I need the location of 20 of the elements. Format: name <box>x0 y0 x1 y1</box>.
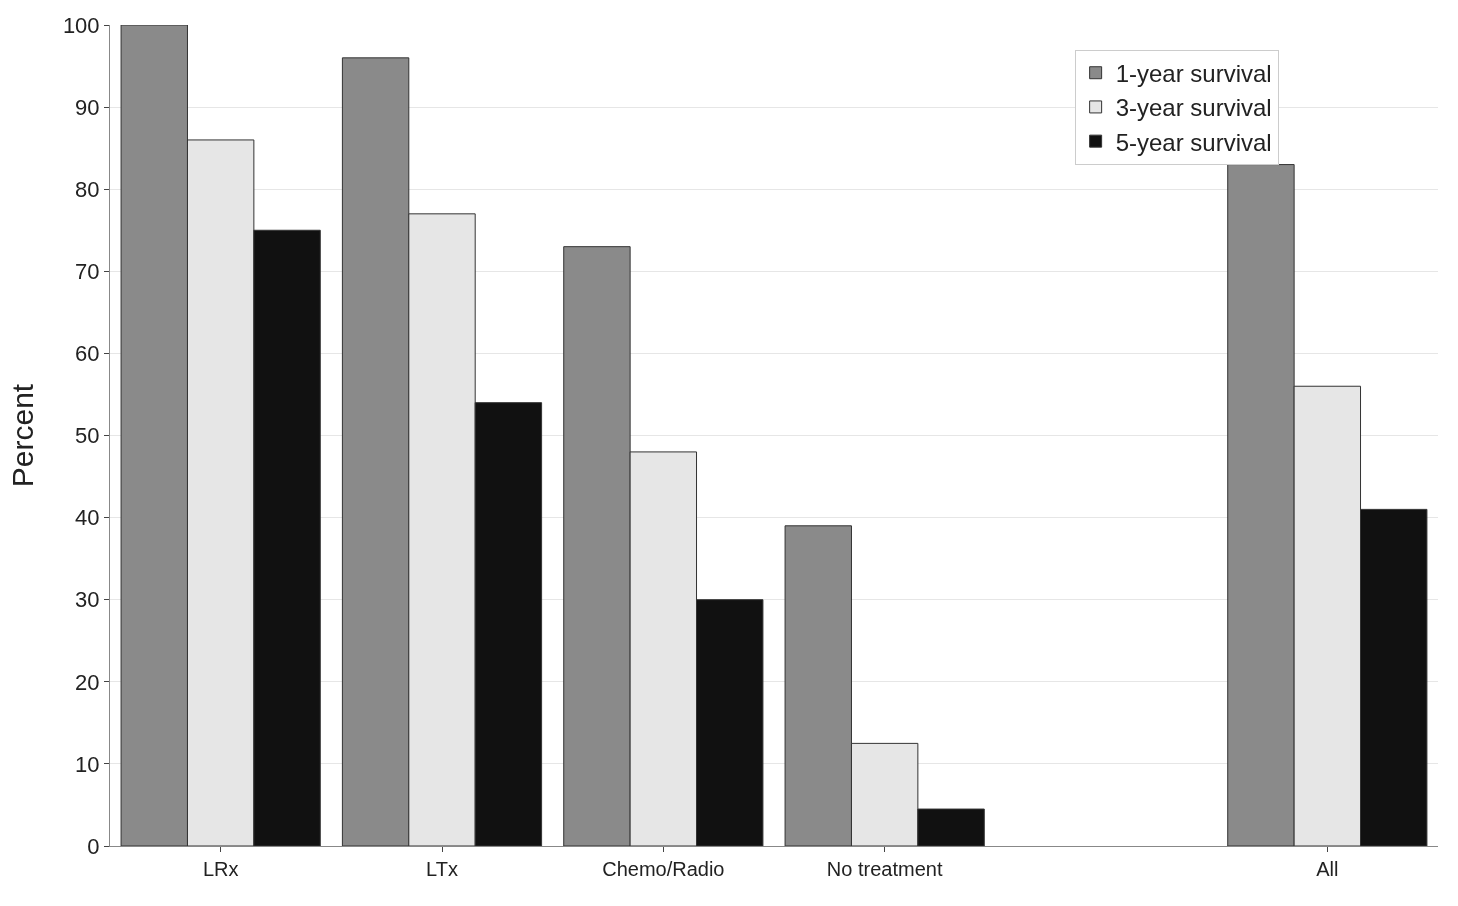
x-tick-label: No treatment <box>826 858 943 880</box>
legend-label: 3-year survival <box>1115 94 1272 122</box>
x-tick-label: LRx <box>202 858 239 880</box>
y-tick-label: 80 <box>75 176 100 202</box>
y-tick-label: 10 <box>75 751 100 777</box>
y-tick-label: 100 <box>62 12 100 38</box>
y-axis-title: Percent <box>5 383 39 488</box>
x-tick-label: LTx <box>426 858 458 880</box>
y-tick-label: 60 <box>75 341 100 367</box>
legend-label: 5-year survival <box>1115 128 1272 156</box>
y-tick-label: 50 <box>75 423 100 449</box>
y-tick-label: 90 <box>75 94 100 120</box>
y-tick-label: 0 <box>87 833 100 859</box>
x-tick-label: All <box>1316 858 1339 880</box>
y-tick-label: 40 <box>75 505 100 531</box>
y-tick-label: 30 <box>75 587 100 613</box>
y-tick-label: 20 <box>75 669 100 695</box>
y-tick-label: 70 <box>75 259 100 284</box>
legend-label: 1-year survival <box>1115 60 1272 88</box>
x-tick-label: Chemo/Radio <box>602 858 725 880</box>
